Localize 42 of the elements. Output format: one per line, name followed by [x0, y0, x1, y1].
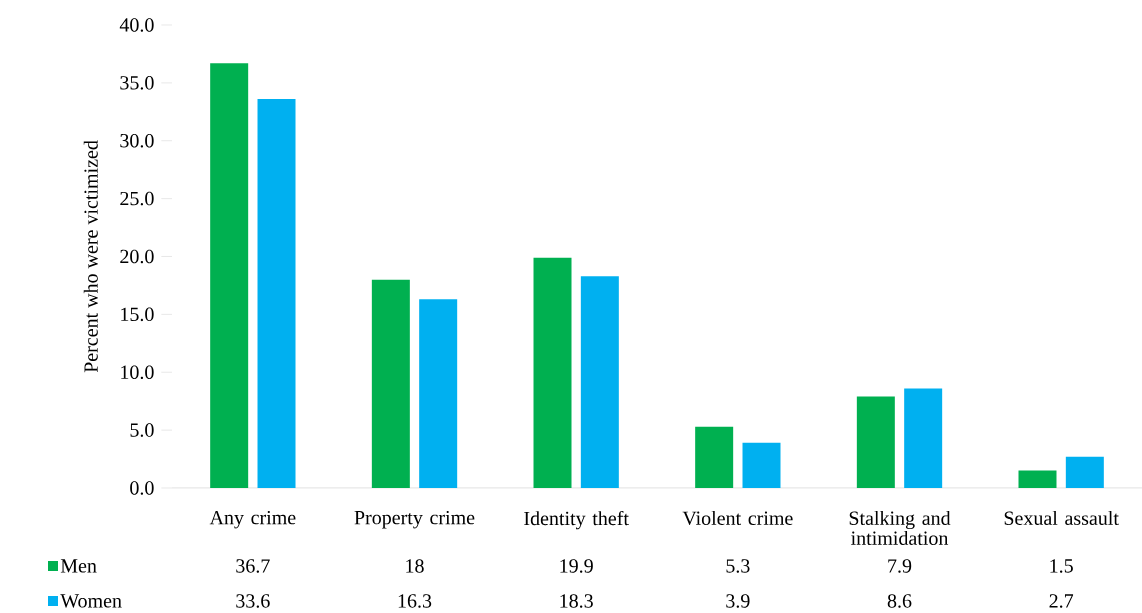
bar	[533, 257, 572, 488]
bar	[371, 279, 410, 488]
x-tick-label: Violent crime	[682, 510, 793, 526]
bar	[419, 299, 458, 488]
x-tick-label: Identity theft	[524, 510, 629, 530]
x-tick-label: Stalking and intimidation	[849, 510, 951, 545]
data-label: 2.7	[1049, 594, 1074, 608]
data-label: 19.9	[560, 559, 593, 573]
y-tick-label: 30.0	[120, 133, 154, 148]
bar	[210, 63, 249, 488]
y-tick-label: 35.0	[120, 76, 154, 90]
x-tick-label: Property crime	[354, 510, 475, 529]
data-label: 1.5	[1050, 559, 1073, 573]
x-tick-label: Any crime	[209, 510, 296, 529]
data-label: 18.3	[560, 594, 593, 608]
y-tick-label: 5.0	[130, 423, 154, 437]
data-label: 18	[406, 559, 424, 573]
y-tick-label: 40.0	[119, 18, 154, 32]
y-tick-label: 10.0	[121, 365, 154, 380]
y-tick-label: 20.0	[120, 249, 154, 264]
legend-label: Men	[60, 559, 97, 573]
bar	[1065, 456, 1104, 488]
y-axis-title: Percent who were victimized	[83, 140, 98, 373]
data-label: 8.6	[887, 594, 912, 608]
data-label: 33.6	[236, 594, 270, 608]
bar	[257, 99, 296, 488]
x-tick-label: Sexual assault	[1004, 510, 1119, 525]
bar	[904, 388, 943, 488]
data-label: 3.9	[726, 594, 750, 608]
data-label: 5.3	[726, 559, 750, 573]
bar	[856, 396, 895, 488]
bar	[742, 442, 781, 488]
y-tick-label: 0.0	[130, 481, 154, 495]
bar	[1018, 470, 1057, 488]
data-label: 16.3	[398, 594, 432, 608]
y-tick-label: 15.0	[121, 307, 154, 322]
y-tick-label: 25.0	[120, 191, 154, 206]
data-label: 7.9	[888, 559, 912, 573]
bar	[695, 426, 734, 488]
legend-label: Women	[60, 594, 122, 608]
bar	[580, 276, 619, 488]
data-label: 36.7	[236, 559, 270, 573]
